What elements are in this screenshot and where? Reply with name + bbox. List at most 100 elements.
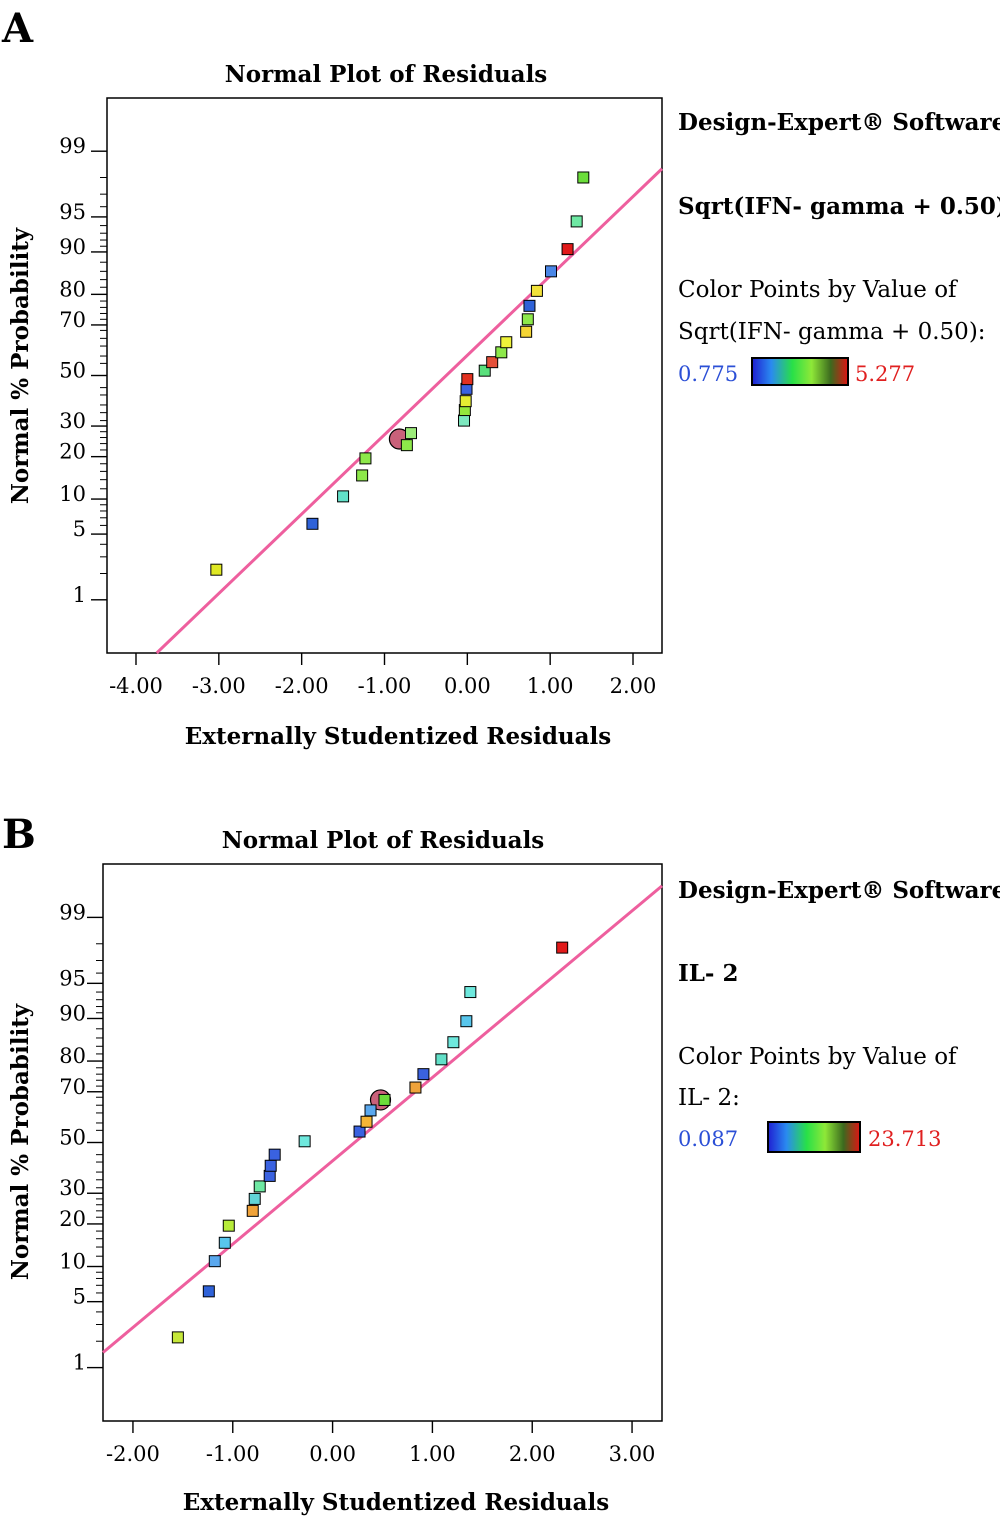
fit-line-group [155, 167, 664, 655]
data-point [486, 356, 499, 369]
y-tick-label: 1 [73, 1351, 86, 1375]
y-tick-label: 95 [59, 966, 86, 990]
x-tick-label: -1.00 [358, 674, 412, 698]
chart-title: Normal Plot of Residuals [225, 61, 548, 88]
x-axis-label: Externally Studentized Residuals [183, 1489, 609, 1516]
fit-line [102, 884, 663, 1354]
panel-b: B Normal Plot of Residuals 1 5 10 20 30 50 70 8… [2, 811, 1000, 1516]
y-tick-label: 10 [59, 1250, 86, 1274]
response-label: IL- 2 [678, 960, 739, 987]
y-axis: 1 5 10 20 30 50 70 80 90 95 99 [59, 900, 103, 1375]
data-point [264, 1159, 277, 1172]
data-point [461, 373, 474, 386]
color-by-variable: Sqrt(IFN- gamma + 0.50): [678, 319, 986, 345]
x-tick-label: 1.00 [409, 1442, 456, 1466]
data-point [409, 1081, 422, 1094]
points-group [171, 941, 569, 1344]
panel-label: A [1, 5, 34, 52]
data-point [364, 1104, 377, 1117]
color-max-value: 23.713 [868, 1127, 941, 1151]
data-point [500, 336, 513, 349]
plot-frame [102, 863, 663, 1422]
fit-line-group [102, 884, 663, 1354]
y-tick-label: 20 [59, 440, 86, 464]
x-axis-label: Externally Studentized Residuals [185, 723, 611, 750]
data-point [202, 1285, 215, 1298]
legend: Design-Expert® Software Sqrt(IFN- gamma … [678, 109, 1000, 386]
color-gradient-bar [751, 357, 849, 386]
y-tick-label: 1 [73, 583, 86, 607]
software-label: Design-Expert® Software [678, 877, 1000, 904]
color-max-value: 5.277 [855, 362, 915, 386]
data-point [222, 1219, 235, 1232]
y-tick-label: 99 [59, 134, 86, 158]
data-point [520, 325, 533, 338]
y-tick-label: 80 [59, 1044, 86, 1068]
y-tick-label: 95 [59, 200, 86, 224]
color-min-value: 0.775 [678, 362, 738, 386]
x-tick-label: 3.00 [609, 1442, 656, 1466]
data-point [360, 1115, 373, 1128]
data-point [447, 1036, 460, 1049]
panel-a: A Normal Plot of Residuals 1 5 10 20 30 50 70 8… [1, 5, 1000, 750]
color-by-label: Color Points by Value of [678, 277, 958, 303]
x-tick-label: 2.00 [509, 1442, 556, 1466]
y-tick-label: 50 [59, 1126, 86, 1150]
data-point [545, 265, 557, 278]
data-point [210, 563, 223, 576]
data-point [248, 1192, 261, 1205]
x-tick-label: -3.00 [192, 674, 246, 698]
x-tick-label: 1.00 [527, 674, 574, 698]
y-tick-label: 50 [59, 359, 86, 383]
y-axis: 1 5 10 20 30 50 70 80 90 95 99 [59, 134, 107, 607]
data-point [523, 299, 536, 312]
y-tick-label: 30 [59, 409, 86, 433]
color-gradient-bar [767, 1121, 861, 1153]
data-point [570, 215, 583, 228]
x-tick-label: -4.00 [109, 674, 163, 698]
chart-title: Normal Plot of Residuals [222, 827, 545, 854]
x-tick-label: 0.00 [444, 674, 491, 698]
data-point [218, 1236, 231, 1249]
data-point [306, 517, 319, 530]
y-tick-label: 20 [59, 1207, 86, 1231]
data-point [246, 1204, 259, 1217]
y-tick-label: 90 [59, 235, 86, 259]
data-point [577, 171, 590, 184]
data-point [400, 439, 413, 452]
legend: Design-Expert® Software IL- 2 Color Poin… [678, 877, 1000, 1153]
color-by-variable: IL- 2: [678, 1085, 740, 1111]
y-tick-label: 30 [59, 1176, 86, 1200]
response-label: Sqrt(IFN- gamma + 0.50) [678, 193, 1000, 220]
data-point [561, 243, 574, 256]
data-point [521, 313, 534, 326]
x-tick-label: 2.00 [610, 674, 657, 698]
y-tick-label: 99 [59, 900, 86, 924]
data-point [298, 1135, 311, 1148]
x-tick-label: -2.00 [275, 674, 329, 698]
data-point [253, 1180, 266, 1193]
color-min-value: 0.087 [678, 1127, 738, 1151]
data-point [405, 427, 418, 440]
data-point [268, 1148, 281, 1161]
data-point [263, 1169, 276, 1182]
data-point [478, 364, 491, 377]
y-tick-label: 90 [59, 1001, 86, 1025]
data-point [356, 469, 369, 482]
x-tick-label: 0.00 [309, 1442, 356, 1466]
y-tick-label: 80 [59, 277, 86, 301]
data-point [495, 346, 508, 359]
points-group [210, 171, 590, 576]
data-point [530, 284, 543, 297]
x-tick-label: -2.00 [106, 1442, 160, 1466]
data-point [353, 1125, 366, 1138]
fit-line [155, 167, 664, 655]
y-axis-label: Normal % Probability [7, 227, 34, 504]
data-point [460, 1015, 473, 1028]
data-point [378, 1093, 391, 1106]
data-point [435, 1053, 448, 1066]
data-point [359, 452, 372, 465]
data-point [458, 414, 471, 427]
y-tick-label: 70 [59, 308, 86, 332]
x-tick-label: -1.00 [206, 1442, 260, 1466]
